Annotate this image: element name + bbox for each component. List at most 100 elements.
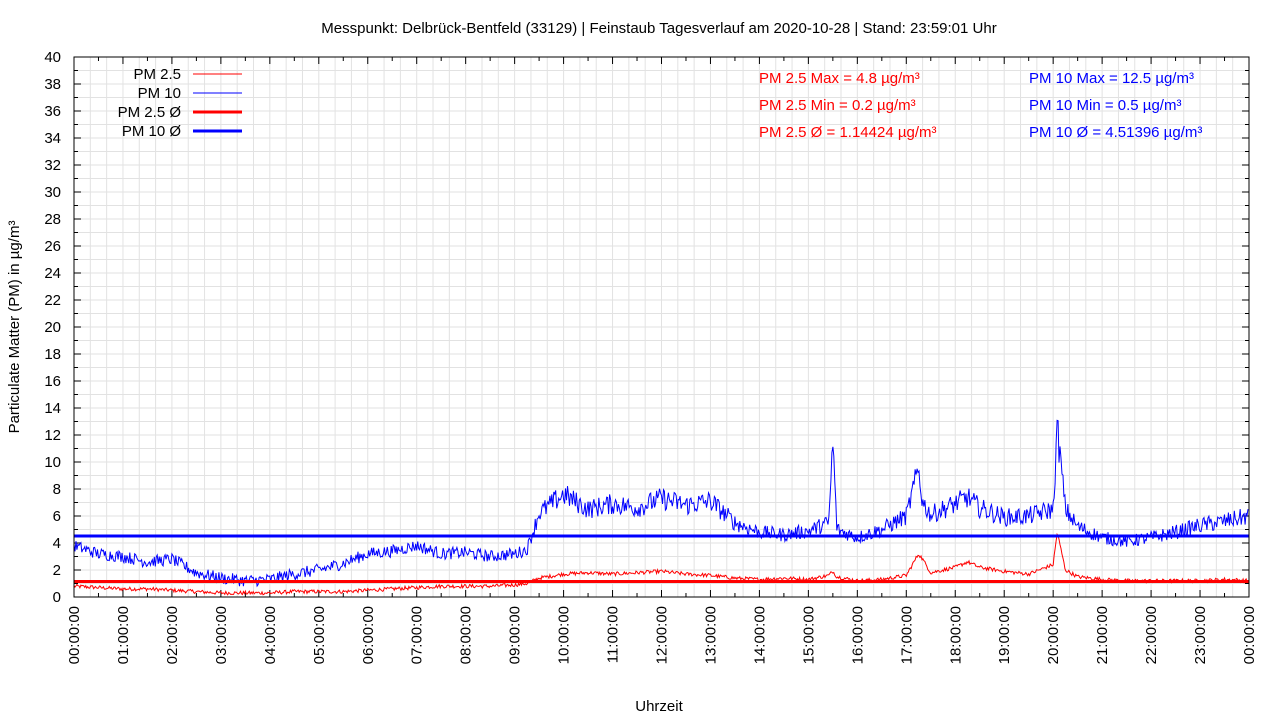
data-point-pm25	[489, 585, 491, 587]
data-point-pm10	[1126, 541, 1128, 543]
data-point-pm25	[783, 577, 785, 579]
data-point-pm10	[1052, 508, 1054, 510]
data-point-pm10	[122, 556, 124, 558]
data-point-pm25	[1028, 573, 1030, 575]
data-point-pm10	[1065, 508, 1067, 510]
data-point-pm25	[563, 573, 565, 575]
data-point-pm25	[342, 591, 344, 593]
x-tick-label: 11:00:00	[605, 606, 622, 663]
data-point-pm25	[587, 572, 589, 574]
data-point-pm10	[563, 494, 565, 496]
data-point-pm10	[171, 558, 173, 560]
data-point-pm10	[514, 553, 516, 555]
data-point-pm10	[759, 531, 761, 533]
pm25-max-annotation: PM 2.5 Max = 4.8 µg/m³	[759, 70, 920, 87]
data-point-pm10	[612, 503, 614, 505]
data-point-pm10	[954, 503, 956, 505]
x-tick-label: 07:00:00	[409, 606, 426, 664]
y-tick-label: 10	[44, 454, 61, 471]
data-point-pm10	[196, 572, 198, 574]
data-point-pm25	[967, 561, 969, 563]
data-point-pm10	[147, 561, 149, 563]
data-point-pm25	[734, 577, 736, 579]
x-tick-label: 01:00:00	[115, 606, 132, 664]
pm25-avg-annotation: PM 2.5 Ø = 1.14424 µg/m³	[759, 124, 936, 141]
data-point-pm10	[636, 507, 638, 509]
data-point-pm25	[612, 573, 614, 575]
data-point-pm10	[905, 515, 907, 517]
data-point-pm25	[1224, 579, 1226, 581]
x-tick-label: 09:00:00	[507, 606, 524, 664]
data-point-pm25	[391, 588, 393, 590]
average-lines	[74, 534, 1249, 584]
x-tick-label: 00:00:00	[66, 606, 83, 664]
legend: PM 2.5 PM 10 PM 2.5 Ø PM 10 Ø	[118, 66, 242, 140]
data-point-pm25	[979, 567, 981, 569]
x-tick-label: 22:00:00	[1143, 606, 1160, 664]
legend-label-pm10-avg: PM 10 Ø	[122, 123, 182, 140]
data-point-pm10	[269, 579, 271, 581]
x-tick-labels: 00:00:00 01:00:00 02:00:00 03:00:00 04:00:00…	[66, 606, 1258, 664]
y-tick-label: 14	[44, 400, 61, 417]
data-point-pm10	[440, 553, 442, 555]
data-point-pm25	[759, 579, 761, 581]
data-point-pm10	[1224, 521, 1226, 523]
y-tick-label: 26	[44, 238, 61, 255]
x-tick-label: 04:00:00	[262, 606, 279, 664]
series-line-pm10	[73, 419, 1249, 588]
data-point-pm25	[220, 592, 222, 594]
chart-title: Messpunkt: Delbrück-Bentfeld (33129) | F…	[321, 20, 996, 37]
data-point-pm25	[905, 575, 907, 577]
pm10-max-annotation: PM 10 Max = 12.5 µg/m³	[1029, 70, 1194, 87]
pm10-min-annotation: PM 10 Min = 0.5 µg/m³	[1029, 97, 1181, 114]
data-point-pm10	[828, 522, 830, 524]
data-point-pm10	[734, 522, 736, 524]
data-point-pm25	[294, 591, 296, 593]
x-tick-label: 19:00:00	[996, 606, 1013, 664]
data-point-pm10	[1003, 517, 1005, 519]
data-point-pm25	[98, 587, 100, 589]
data-point-pm25	[196, 591, 198, 593]
x-tick-label: 23:00:00	[1192, 606, 1209, 664]
y-tick-label: 18	[44, 346, 61, 363]
data-point-pm25	[440, 585, 442, 587]
data-point-pm25	[828, 575, 830, 577]
data-point-pm25	[930, 572, 932, 574]
axis-ticks	[73, 56, 1250, 598]
data-point-pm10	[881, 529, 883, 531]
data-point-pm25	[514, 584, 516, 586]
y-tick-label: 28	[44, 211, 61, 228]
legend-label-pm25-avg: PM 2.5 Ø	[118, 104, 182, 121]
pm10-stats: PM 10 Max = 12.5 µg/m³ PM 10 Min = 0.5 µ…	[1029, 70, 1202, 141]
legend-label-pm10: PM 10	[138, 85, 181, 102]
data-point-pm10	[1199, 525, 1201, 527]
data-point-pm10	[710, 500, 712, 502]
data-point-pm25	[367, 589, 369, 591]
data-point-pm25	[1003, 571, 1005, 573]
data-point-pm25	[922, 558, 924, 560]
data-point-pm10	[1175, 531, 1177, 533]
data-point-pm25	[245, 592, 247, 594]
y-tick-label: 22	[44, 292, 61, 309]
x-tick-label: 02:00:00	[164, 606, 181, 664]
data-point-pm10	[416, 545, 418, 547]
data-point-pm25	[1077, 576, 1079, 578]
data-point-pm25	[122, 588, 124, 590]
y-tick-label: 4	[53, 535, 61, 552]
data-point-pm25	[1065, 569, 1067, 571]
x-tick-label: 17:00:00	[898, 606, 915, 664]
data-point-pm10	[526, 549, 528, 551]
data-point-pm10	[967, 496, 969, 498]
data-point-pm25	[918, 553, 920, 555]
data-point-pm25	[1052, 564, 1054, 566]
data-point-pm10	[489, 556, 491, 558]
data-point-pm10	[98, 553, 100, 555]
data-point-pm10	[367, 553, 369, 555]
data-point-pm10	[922, 502, 924, 504]
data-point-pm25	[836, 576, 838, 578]
data-point-pm10	[294, 573, 296, 575]
y-tick-label: 34	[44, 130, 61, 147]
y-tick-label: 8	[53, 481, 61, 498]
y-tick-label: 20	[44, 319, 61, 336]
